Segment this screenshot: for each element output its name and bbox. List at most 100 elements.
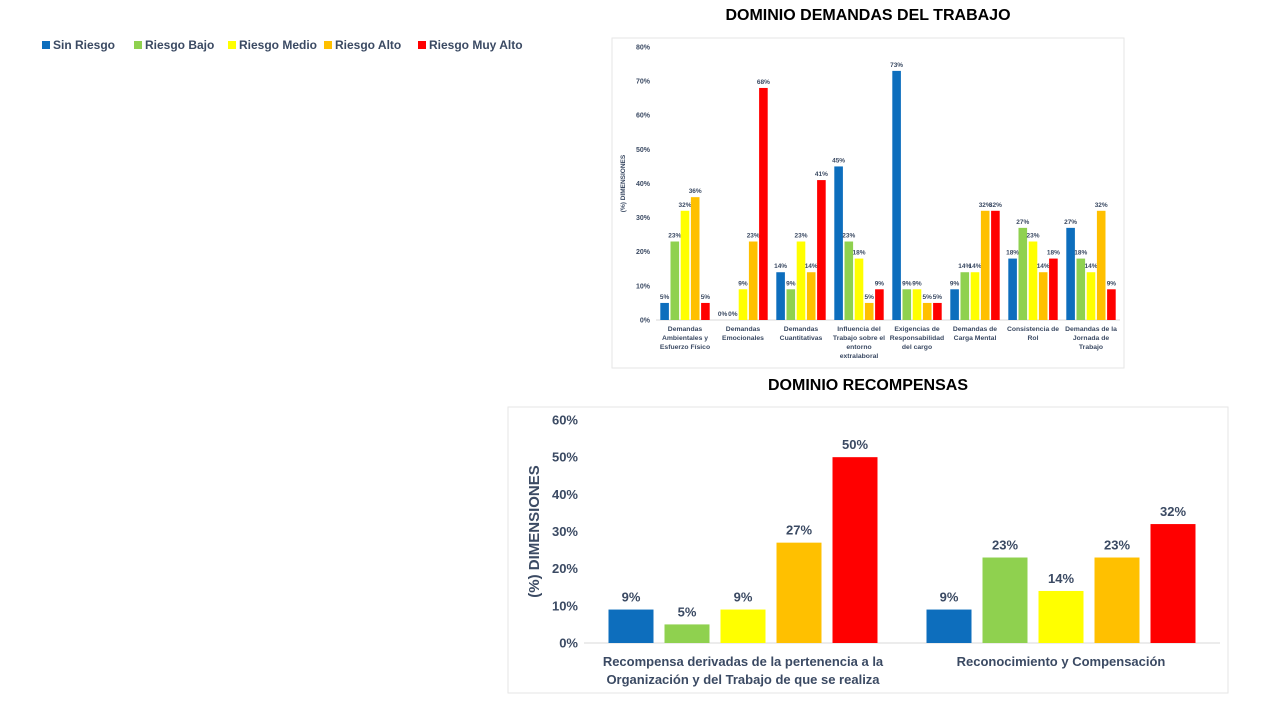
bar — [902, 289, 912, 320]
data-label: 5% — [864, 294, 874, 301]
data-label: 5% — [922, 294, 932, 301]
bar — [864, 302, 874, 320]
x-tick-label: Reconocimiento y Compensación — [957, 654, 1166, 669]
data-label: 27% — [1016, 219, 1029, 226]
y-tick-label: 60% — [552, 413, 578, 428]
data-label: 32% — [678, 202, 691, 209]
y-tick-label: 50% — [636, 147, 651, 154]
legend-label: Riesgo Muy Alto — [429, 38, 523, 52]
chart-title-recompensas: DOMINIO RECOMPENSAS — [767, 377, 968, 394]
data-label: 14% — [805, 263, 818, 270]
chart-title-demandas: DOMINIO DEMANDAS DEL TRABAJO — [725, 7, 1011, 24]
bar — [854, 258, 864, 320]
bar — [892, 70, 901, 320]
data-label: 23% — [668, 233, 681, 240]
data-label: 14% — [1084, 263, 1097, 270]
bar — [690, 197, 700, 320]
x-tick-label: Demandas de la Jornada de Trabajo — [1065, 326, 1117, 351]
bar — [608, 609, 654, 643]
data-label: 18% — [1006, 250, 1019, 257]
data-label: 9% — [734, 590, 753, 605]
bar — [1028, 241, 1038, 320]
bar — [701, 302, 710, 320]
data-label: 32% — [989, 202, 1002, 209]
data-label: 5% — [660, 294, 670, 301]
bar — [1150, 524, 1196, 643]
legend-item: Riesgo Medio — [228, 38, 324, 52]
bar — [1107, 289, 1116, 320]
data-label: 27% — [1064, 219, 1077, 226]
data-label: 32% — [1160, 504, 1186, 519]
bar — [1038, 272, 1048, 320]
bar — [664, 624, 710, 643]
data-label: 18% — [852, 250, 865, 257]
legend-item: Riesgo Bajo — [134, 38, 228, 52]
data-label: 9% — [875, 280, 885, 287]
bar — [680, 210, 690, 320]
data-label: 14% — [958, 263, 971, 270]
legend-item: Riesgo Muy Alto — [418, 38, 528, 52]
data-label: 27% — [786, 523, 812, 538]
data-label: 14% — [774, 263, 787, 270]
x-tick-label: Demandas Ambientales y Esfuerzo Físico — [660, 326, 710, 351]
data-label: 32% — [979, 202, 992, 209]
bar — [1096, 210, 1106, 320]
data-label: 9% — [902, 280, 912, 287]
bar — [1066, 227, 1075, 320]
data-label: 9% — [1107, 280, 1117, 287]
x-tick-label: Influencia del Trabajo sobre el entorno ext… — [833, 326, 885, 360]
bar — [950, 289, 959, 320]
bar — [1018, 227, 1028, 320]
legend-swatch — [42, 41, 50, 49]
x-tick-label: Consistencia de Rol — [1007, 326, 1059, 342]
legend-label: Sin Riesgo — [53, 38, 116, 52]
x-tick-label: Recompensa derivadas de la pertenencia a… — [603, 654, 884, 687]
bar — [926, 609, 972, 643]
bar — [738, 289, 748, 320]
bar — [670, 241, 680, 320]
y-tick-label: 70% — [636, 79, 651, 86]
data-label: 9% — [622, 590, 641, 605]
data-label: 18% — [1047, 250, 1060, 257]
legend-label: Riesgo Alto — [335, 38, 402, 52]
data-label: 14% — [968, 263, 981, 270]
chart-recompensas: 0% 10% 20% 30% 40% 50% 60% (%) DIMENSIONES 9% 5% 9… — [507, 406, 1229, 694]
bar — [1038, 590, 1084, 643]
data-label: 14% — [1037, 263, 1050, 270]
bar — [912, 289, 922, 320]
y-tick-label: 0% — [559, 636, 578, 651]
data-label: 9% — [912, 280, 922, 287]
bar — [922, 302, 932, 320]
y-tick-label: 40% — [636, 181, 651, 188]
legend-item: Riesgo Alto — [324, 38, 418, 52]
y-axis-title: (%) DIMENSIONES — [620, 154, 627, 212]
y-tick-label: 30% — [552, 524, 578, 539]
bar — [759, 87, 768, 320]
data-label: 9% — [950, 280, 960, 287]
bar — [982, 557, 1028, 643]
data-label: 5% — [701, 294, 711, 301]
data-label: 0% — [718, 311, 728, 318]
bar — [796, 241, 806, 320]
data-label: 14% — [1048, 571, 1074, 586]
data-label: 45% — [832, 157, 845, 164]
bar — [660, 302, 669, 320]
bar — [832, 457, 878, 643]
data-label: 9% — [940, 590, 959, 605]
legend-swatch — [228, 41, 236, 49]
y-tick-label: 10% — [552, 598, 578, 613]
data-label: 68% — [757, 79, 770, 86]
y-tick-label: 50% — [552, 450, 578, 465]
bar — [933, 302, 942, 320]
data-label: 23% — [1026, 233, 1039, 240]
x-tick-label: Demandas Cuantitativas — [780, 326, 823, 342]
legend-swatch — [134, 41, 142, 49]
y-tick-label: 30% — [636, 215, 651, 222]
bar — [1094, 557, 1140, 643]
data-label: 5% — [678, 604, 697, 619]
bar — [1008, 258, 1017, 320]
bar — [1076, 258, 1086, 320]
legend-item: Sin Riesgo — [42, 38, 134, 52]
bar — [806, 272, 816, 320]
x-tick-label: Demandas de Carga Mental — [953, 326, 997, 342]
